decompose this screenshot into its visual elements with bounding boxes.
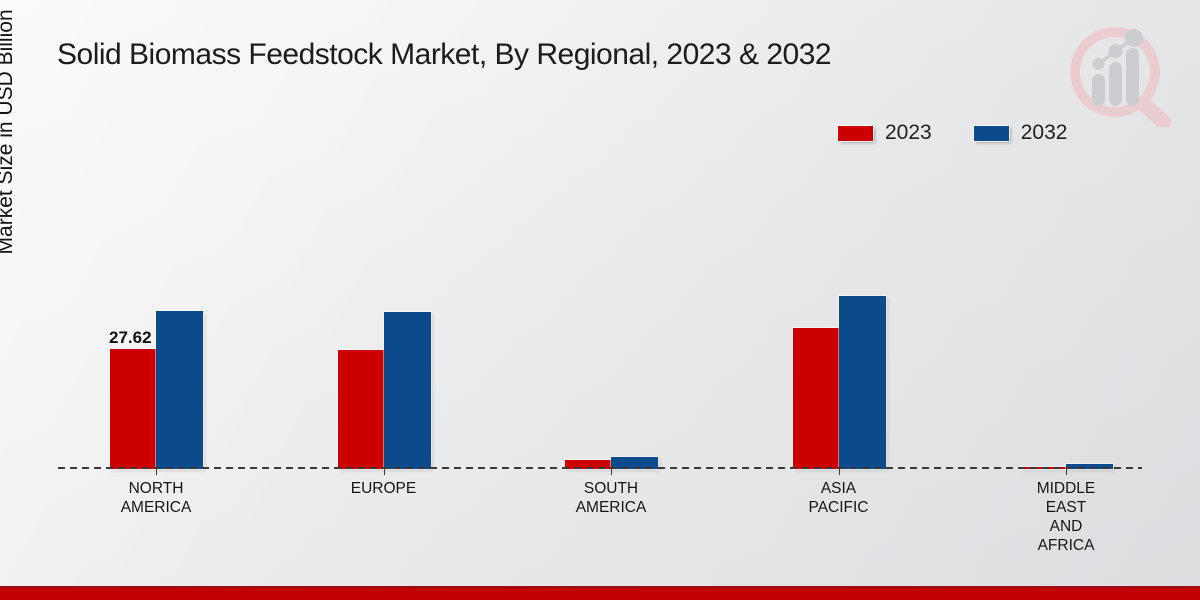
bar-2032-asia-pacific — [838, 296, 886, 469]
axis-tick-asia-pacific — [838, 469, 840, 475]
bar-2023-asia-pacific — [792, 328, 839, 469]
bar-2032-middle-east-and-africa — [1066, 464, 1113, 469]
footer-bar — [0, 586, 1200, 600]
legend-label-2032: 2032 — [1020, 121, 1068, 144]
bar-2023-south-america — [565, 459, 611, 469]
chart-title: Solid Biomass Feedstock Market, By Regio… — [57, 38, 832, 71]
legend: 2023 2032 — [838, 121, 1067, 145]
x-tick-label-europe: EUROPE — [350, 480, 417, 497]
bar-2023-europe — [337, 349, 384, 469]
bar-2032-north-america — [156, 310, 203, 469]
x-axis-baseline — [58, 467, 1142, 469]
axis-tick-middle-east-and-africa — [1066, 469, 1067, 475]
bar-2023-north-america — [110, 349, 156, 469]
x-tick-label-middle-east-and-africa: MIDDLE EAST AND AFRICA — [1036, 480, 1096, 554]
legend-swatch-2023 — [838, 125, 873, 141]
bar-2032-south-america — [611, 456, 658, 469]
legend-label-2023: 2023 — [885, 121, 932, 144]
data-label-2023-north-america: 27.62 — [109, 328, 152, 347]
x-tick-label-south-america: SOUTH AMERICA — [575, 480, 647, 516]
bar-2032-europe — [383, 311, 431, 469]
x-tick-label-north-america: NORTH AMERICA — [120, 480, 192, 516]
x-tick-label-asia-pacific: ASIA PACIFIC — [808, 480, 869, 516]
magnifier-bar-chart-icon — [1070, 27, 1172, 127]
axis-tick-south-america — [611, 469, 612, 475]
legend-item-2032: 2032 — [973, 121, 1068, 145]
legend-swatch-2032 — [973, 125, 1009, 141]
axis-tick-europe — [383, 469, 385, 475]
axis-tick-north-america — [156, 469, 157, 475]
legend-item-2023: 2023 — [838, 121, 932, 145]
